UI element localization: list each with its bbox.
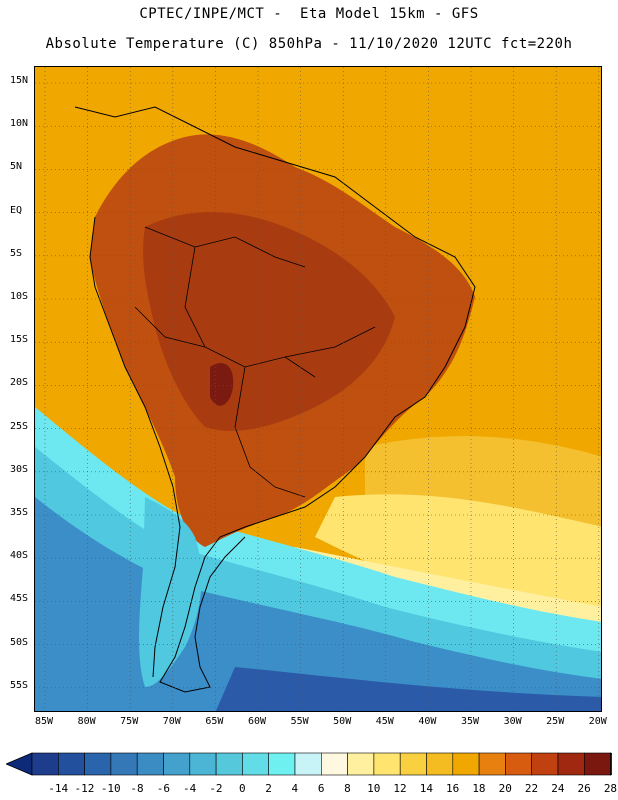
colorbar-tick-label: 28 bbox=[603, 782, 618, 795]
colorbar-segment bbox=[478, 752, 506, 776]
longitude-label: 35W bbox=[460, 716, 480, 727]
longitude-label: 25W bbox=[546, 716, 565, 727]
colorbar-tick-label: 24 bbox=[551, 782, 565, 795]
longitude-label: 70W bbox=[162, 716, 181, 727]
colorbar-segment bbox=[583, 752, 611, 776]
colorbar-segment bbox=[557, 752, 585, 776]
continent-hottest-spot bbox=[210, 363, 234, 406]
colorbar-tick-label: 10 bbox=[367, 782, 381, 795]
latitude-label: 15N bbox=[10, 75, 29, 86]
longitude-label: 85W bbox=[34, 716, 54, 727]
colorbar-tick-label: 12 bbox=[393, 782, 407, 795]
latitude-label: 50S bbox=[10, 636, 29, 648]
longitude-label: 30W bbox=[503, 716, 522, 727]
latitude-label: 5S bbox=[10, 247, 23, 259]
longitude-label: 75W bbox=[120, 716, 139, 727]
temperature-map bbox=[35, 67, 601, 711]
colorbar-tick-label: -10 bbox=[100, 782, 121, 795]
colorbar-segment bbox=[320, 752, 348, 776]
colorbar-segment bbox=[505, 752, 532, 776]
colorbar-segment bbox=[57, 752, 85, 776]
colorbar-segment bbox=[426, 752, 454, 776]
colorbar-tick-label: 8 bbox=[344, 782, 351, 795]
colorbar-segment bbox=[452, 752, 480, 776]
title-line-2: Absolute Temperature (C) 850hPa - 11/10/… bbox=[45, 36, 573, 52]
colorbar-segment bbox=[294, 752, 322, 776]
colorbar-segment bbox=[189, 752, 217, 776]
colorbar-segment bbox=[136, 752, 164, 776]
longitude-label: 55W bbox=[290, 716, 309, 727]
colorbar-tick-label: 26 bbox=[577, 782, 591, 795]
cold-deep-region bbox=[215, 667, 601, 711]
colorbar-segment bbox=[531, 752, 559, 776]
colorbar-tick-label: 20 bbox=[498, 782, 512, 795]
lat-lon-grid bbox=[35, 67, 601, 711]
latitude-label: 40S bbox=[10, 550, 29, 562]
longitude-label: 45W bbox=[375, 716, 394, 727]
latitude-label: 10S bbox=[10, 291, 29, 302]
latitude-label: 15S bbox=[10, 334, 29, 346]
map-frame bbox=[34, 66, 602, 712]
coastline bbox=[74, 106, 476, 693]
colorbar-segment bbox=[347, 752, 375, 776]
colorbar-segment bbox=[215, 752, 243, 776]
latitude-label: 35S bbox=[10, 507, 29, 518]
colorbar-segment bbox=[31, 752, 59, 776]
colorbar-segment bbox=[242, 752, 269, 776]
colorbar-tick-label: -4 bbox=[183, 782, 197, 795]
longitude-label: 20W bbox=[588, 716, 607, 727]
colorbar-tick-label: -14 bbox=[48, 782, 69, 795]
latitude-label: 5N bbox=[10, 161, 23, 173]
colorbar-low-arrow bbox=[6, 752, 33, 776]
south-cone-land bbox=[139, 497, 202, 687]
latitude-label: 55S bbox=[10, 679, 29, 691]
latitude-label: 25S bbox=[10, 420, 29, 432]
latitude-label: 20S bbox=[10, 377, 29, 389]
longitude-label: 50W bbox=[333, 716, 352, 727]
longitude-label: 40W bbox=[418, 716, 437, 727]
colorbar-tick-label: 18 bbox=[472, 782, 486, 795]
latitude-label: EQ bbox=[10, 204, 23, 216]
colorbar-tick-label: 4 bbox=[291, 782, 299, 795]
colorbar-segment bbox=[84, 752, 112, 776]
colorbar-tick-label: 16 bbox=[446, 782, 460, 795]
colorbar-tick-label: -2 bbox=[209, 782, 223, 795]
colorbar-tick-label: 6 bbox=[317, 782, 325, 795]
colorbar-tick-label: 2 bbox=[265, 782, 272, 795]
title-line-1: CPTEC/INPE/MCT - Eta Model 15km - GFS bbox=[139, 6, 479, 22]
continent-hotter-area bbox=[143, 212, 395, 431]
latitude-label: 10N bbox=[10, 118, 29, 130]
latitude-label: 30S bbox=[10, 463, 29, 475]
colorbar-tick-label: -8 bbox=[130, 782, 144, 795]
colorbar-segment bbox=[399, 752, 427, 776]
colorbar-segment bbox=[163, 752, 191, 776]
longitude-label: 80W bbox=[77, 716, 96, 727]
colorbar-tick-label: 14 bbox=[419, 782, 433, 795]
country-borders bbox=[134, 226, 376, 498]
longitude-label: 65W bbox=[205, 716, 224, 727]
colorbar-tick-label: -6 bbox=[156, 782, 170, 795]
colorbar-segment bbox=[268, 752, 296, 776]
longitude-label: 60W bbox=[247, 716, 267, 727]
latitude-label: 45S bbox=[10, 593, 29, 605]
colorbar-high-arrow bbox=[610, 752, 612, 776]
colorbar-segment bbox=[373, 752, 401, 776]
colorbar-tick-label: -12 bbox=[74, 782, 95, 795]
colorbar bbox=[6, 752, 612, 776]
colorbar-tick-label: 22 bbox=[524, 782, 539, 795]
colorbar-segment bbox=[110, 752, 138, 776]
colorbar-tick-label: 0 bbox=[238, 782, 246, 795]
